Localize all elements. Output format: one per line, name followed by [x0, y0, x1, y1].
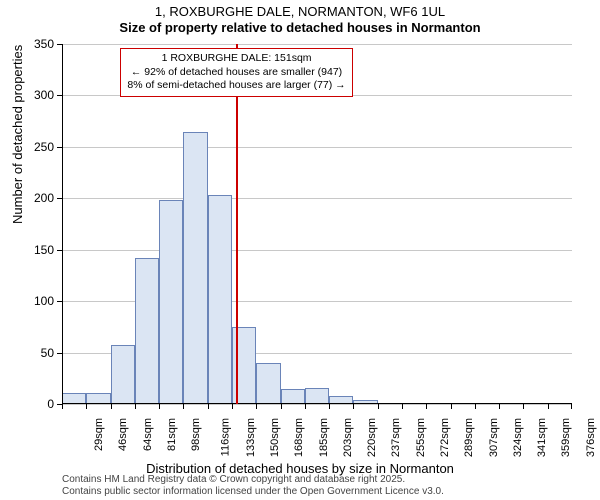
ytick-label: 0 [14, 397, 54, 411]
x-axis-line [62, 403, 572, 404]
annotation-line: 8% of semi-detached houses are larger (7… [127, 79, 345, 93]
xtick-mark [159, 404, 160, 409]
ytick-mark [57, 147, 62, 148]
footnote-line1: Contains HM Land Registry data © Crown c… [62, 474, 444, 486]
plot-area: 1 ROXBURGHE DALE: 151sqm← 92% of detache… [62, 44, 572, 404]
xtick-label: 255sqm [415, 418, 427, 457]
title-address: 1, ROXBURGHE DALE, NORMANTON, WF6 1UL [0, 4, 600, 19]
ytick-mark [57, 198, 62, 199]
chart-container: 1, ROXBURGHE DALE, NORMANTON, WF6 1UL Si… [0, 0, 600, 500]
xtick-mark [499, 404, 500, 409]
xtick-label: 341sqm [536, 418, 548, 457]
xtick-mark [256, 404, 257, 409]
xtick-label: 237sqm [391, 418, 403, 457]
xtick-label: 98sqm [190, 418, 202, 451]
ytick-mark [57, 44, 62, 45]
histogram-bar [159, 200, 183, 404]
histogram-bar [111, 345, 135, 404]
xtick-mark [548, 404, 549, 409]
histogram-bar [183, 132, 207, 404]
histogram-bar [281, 389, 305, 404]
annotation-line: ← 92% of detached houses are smaller (94… [127, 66, 345, 80]
xtick-label: 46sqm [117, 418, 129, 451]
xtick-label: 81sqm [166, 418, 178, 451]
ytick-mark [57, 301, 62, 302]
footnote-line2: Contains public sector information licen… [62, 486, 444, 498]
gridline [62, 198, 572, 199]
gridline [62, 250, 572, 251]
xtick-label: 29sqm [93, 418, 105, 451]
xtick-mark [111, 404, 112, 409]
xtick-mark [451, 404, 452, 409]
footnote: Contains HM Land Registry data © Crown c… [62, 474, 444, 498]
histogram-bar [256, 363, 280, 404]
xtick-mark [86, 404, 87, 409]
histogram-bar [305, 388, 329, 404]
xtick-label: 64sqm [142, 418, 154, 451]
xtick-mark [571, 404, 572, 409]
ytick-label: 50 [14, 346, 54, 360]
histogram-bar [135, 258, 159, 404]
xtick-label: 376sqm [585, 418, 597, 457]
xtick-mark [183, 404, 184, 409]
ytick-label: 100 [14, 294, 54, 308]
xtick-mark [523, 404, 524, 409]
ytick-label: 250 [14, 140, 54, 154]
annotation-box: 1 ROXBURGHE DALE: 151sqm← 92% of detache… [120, 48, 352, 97]
ytick-label: 300 [14, 88, 54, 102]
xtick-label: 220sqm [366, 418, 378, 457]
ytick-label: 350 [14, 37, 54, 51]
ytick-label: 200 [14, 191, 54, 205]
xtick-label: 272sqm [439, 418, 451, 457]
xtick-mark [378, 404, 379, 409]
title-block: 1, ROXBURGHE DALE, NORMANTON, WF6 1UL Si… [0, 0, 600, 35]
xtick-mark [402, 404, 403, 409]
ytick-label: 150 [14, 243, 54, 257]
gridline [62, 147, 572, 148]
xtick-label: 133sqm [245, 418, 257, 457]
xtick-label: 324sqm [512, 418, 524, 457]
xtick-mark [305, 404, 306, 409]
xtick-mark [281, 404, 282, 409]
xtick-mark [135, 404, 136, 409]
xtick-mark [329, 404, 330, 409]
xtick-mark [208, 404, 209, 409]
gridline [62, 44, 572, 45]
xtick-label: 289sqm [463, 418, 475, 457]
xtick-label: 185sqm [318, 418, 330, 457]
xtick-mark [232, 404, 233, 409]
ytick-mark [57, 250, 62, 251]
marker-line [236, 44, 238, 404]
xtick-label: 307sqm [488, 418, 500, 457]
xtick-label: 168sqm [293, 418, 305, 457]
xtick-mark [475, 404, 476, 409]
histogram-bar [208, 195, 232, 404]
xtick-mark [353, 404, 354, 409]
gridline [62, 404, 572, 405]
y-axis-line [62, 44, 63, 404]
xtick-label: 203sqm [342, 418, 354, 457]
ytick-mark [57, 353, 62, 354]
xtick-label: 150sqm [269, 418, 281, 457]
title-subtitle: Size of property relative to detached ho… [0, 20, 600, 35]
ytick-mark [57, 95, 62, 96]
xtick-mark [426, 404, 427, 409]
xtick-mark [62, 404, 63, 409]
annotation-line: 1 ROXBURGHE DALE: 151sqm [127, 52, 345, 66]
xtick-label: 359sqm [561, 418, 573, 457]
xtick-label: 116sqm [220, 418, 232, 456]
